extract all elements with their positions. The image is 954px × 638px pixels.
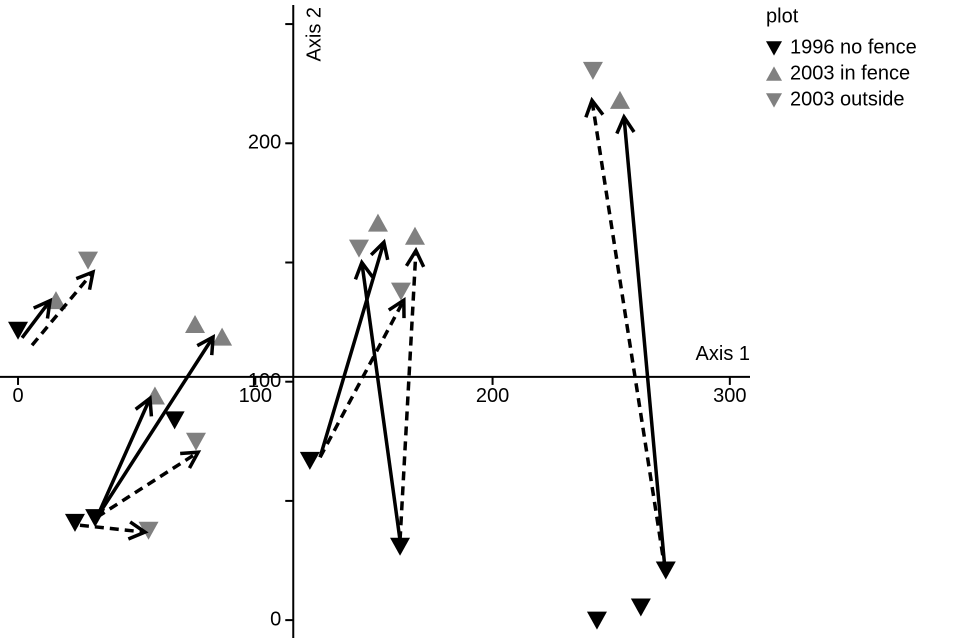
point <box>367 213 388 232</box>
point <box>212 327 233 346</box>
arrow <box>79 520 149 541</box>
point <box>78 251 99 270</box>
point <box>185 314 206 333</box>
arrow-head <box>404 246 426 268</box>
arrow-head <box>196 334 216 356</box>
x-tick-label: 100 <box>239 385 272 407</box>
arrow <box>353 258 402 541</box>
arrow <box>398 246 426 541</box>
arrow <box>20 297 53 339</box>
legend-label: 2003 in fence <box>790 62 910 84</box>
arrow-head <box>615 113 636 135</box>
point <box>582 61 603 80</box>
arrow-head <box>387 296 406 319</box>
arrow-shaft <box>360 262 402 541</box>
point <box>164 411 185 430</box>
arrow-head <box>134 395 154 417</box>
legend-title: plot <box>766 5 799 27</box>
y-axis-label: Axis 2 <box>304 7 326 61</box>
arrow-shaft <box>318 299 406 459</box>
arrow <box>95 395 154 518</box>
legend-label: 2003 outside <box>790 88 905 110</box>
legend-label: 1996 no fence <box>790 36 917 58</box>
arrow-head <box>353 258 374 280</box>
y-tick-label: 100 <box>248 370 281 392</box>
y-tick-label: 0 <box>270 608 281 630</box>
arrow <box>318 238 390 458</box>
legend-marker <box>766 93 782 108</box>
arrow-head <box>180 450 202 469</box>
point <box>655 561 676 580</box>
arrow-head <box>127 520 149 541</box>
x-tick-label: 300 <box>713 385 746 407</box>
arrow-shaft <box>79 523 146 534</box>
point <box>348 239 369 258</box>
arrow-head <box>369 238 390 261</box>
arrow-shaft <box>30 270 95 347</box>
x-axis-label: Axis 1 <box>696 343 750 365</box>
arrow-shaft <box>20 299 52 339</box>
arrow-shaft <box>96 450 200 519</box>
x-tick-label: 0 <box>12 385 23 407</box>
point <box>138 521 159 540</box>
arrow-shaft <box>95 397 152 518</box>
legend-marker <box>766 66 782 81</box>
point <box>64 513 85 532</box>
arrow-shaft <box>590 100 667 571</box>
point <box>8 321 29 340</box>
point <box>404 226 425 245</box>
arrow-head <box>32 297 53 319</box>
y-tick-label: 200 <box>248 132 281 154</box>
arrow <box>584 96 667 571</box>
point <box>609 90 630 109</box>
point <box>390 282 411 301</box>
legend-marker <box>766 41 782 56</box>
point <box>586 611 607 630</box>
point <box>390 537 411 556</box>
arrow-shaft <box>318 241 386 458</box>
arrow <box>95 334 216 519</box>
arrow-shaft <box>622 116 667 571</box>
point <box>630 598 651 617</box>
arrow <box>96 450 202 519</box>
arrow-shaft <box>95 336 215 519</box>
x-tick-label: 200 <box>476 385 509 407</box>
point <box>299 451 320 470</box>
arrow <box>615 113 667 571</box>
arrow <box>30 269 96 347</box>
arrow-head <box>75 269 96 291</box>
point <box>185 432 206 451</box>
arrow-shaft <box>398 250 418 541</box>
arrow <box>318 296 406 459</box>
arrow-head <box>584 96 605 118</box>
